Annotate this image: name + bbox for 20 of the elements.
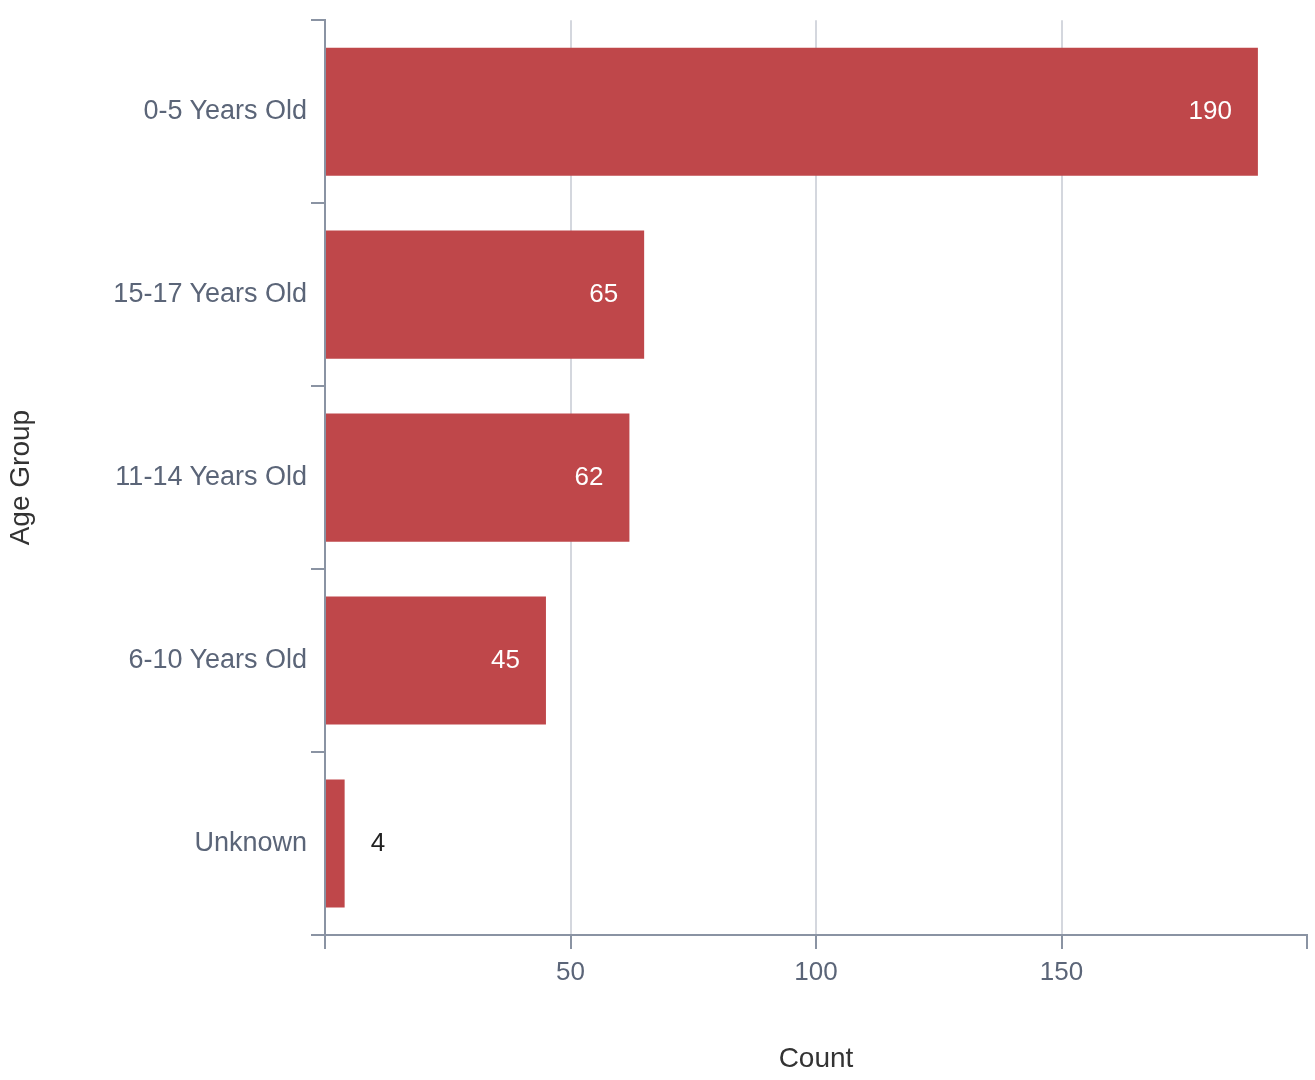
x-tick-label: 50 xyxy=(556,955,585,986)
x-tick-label: 100 xyxy=(794,955,838,986)
y-tick-label: 11-14 Years Old xyxy=(115,461,307,492)
bar xyxy=(326,47,1258,176)
bar xyxy=(326,230,645,359)
bar xyxy=(326,413,630,542)
data-label: 190 xyxy=(1188,94,1232,125)
y-tick-label: 15-17 Years Old xyxy=(113,278,307,309)
data-label: 45 xyxy=(491,643,520,674)
data-label: 4 xyxy=(370,826,386,857)
x-tick-label: 150 xyxy=(1039,955,1084,986)
x-axis-title: Count xyxy=(778,1041,854,1073)
y-tick-label: Unknown xyxy=(194,826,307,857)
y-tick-label: 6-10 Years Old xyxy=(128,644,307,675)
data-label: 62 xyxy=(574,460,604,491)
bar xyxy=(326,779,345,908)
bar xyxy=(326,596,546,725)
y-tick-label: 0-5 Years Old xyxy=(143,95,307,126)
data-label: 65 xyxy=(589,277,619,308)
y-axis-title: Age Group xyxy=(3,409,35,546)
